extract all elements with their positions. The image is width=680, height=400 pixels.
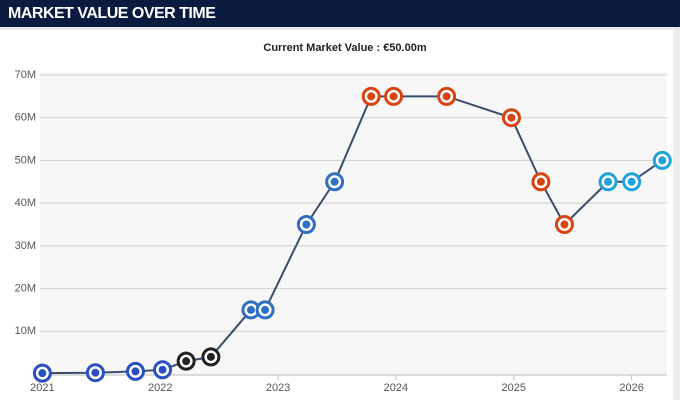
y-tick-label: 10M [15, 325, 36, 337]
club-marker-core [367, 92, 376, 101]
x-tick-label: 2021 [30, 382, 54, 394]
club-marker-core [604, 177, 613, 186]
header-title: MARKET VALUE OVER TIME [8, 5, 216, 22]
y-tick-label: 20M [15, 282, 36, 294]
club-marker-core [442, 92, 451, 101]
y-tick-label: 40M [15, 197, 36, 209]
club-marker-core [182, 357, 191, 366]
header-bar [0, 0, 680, 27]
x-tick-label: 2026 [619, 382, 643, 394]
y-tick-label: 30M [15, 240, 36, 252]
x-tick-label: 2022 [148, 382, 172, 394]
y-tick-label: 60M [15, 112, 36, 124]
x-tick-label: 2023 [266, 382, 290, 394]
scrollbar [673, 30, 680, 400]
club-marker-core [38, 369, 47, 378]
club-marker-core [536, 177, 545, 186]
club-marker-core [246, 305, 255, 314]
club-marker-core [389, 92, 398, 101]
club-marker-core [91, 368, 100, 377]
club-marker-core [302, 220, 311, 229]
y-tick-label: 50M [15, 154, 36, 166]
club-marker-core [330, 177, 339, 186]
x-tick-label: 2025 [502, 382, 526, 394]
club-marker-core [206, 352, 215, 361]
club-marker-core [131, 367, 140, 376]
club-marker-core [158, 365, 167, 374]
club-marker-core [261, 305, 270, 314]
club-marker-core [627, 177, 636, 186]
x-tick-label: 2024 [384, 382, 408, 394]
club-marker-core [658, 156, 667, 165]
header-shadow [0, 27, 680, 30]
club-marker-core [507, 113, 516, 122]
club-marker-core [560, 220, 569, 229]
y-tick-label: 70M [15, 69, 36, 81]
chart-subtitle: Current Market Value : €50.00m [263, 42, 426, 54]
